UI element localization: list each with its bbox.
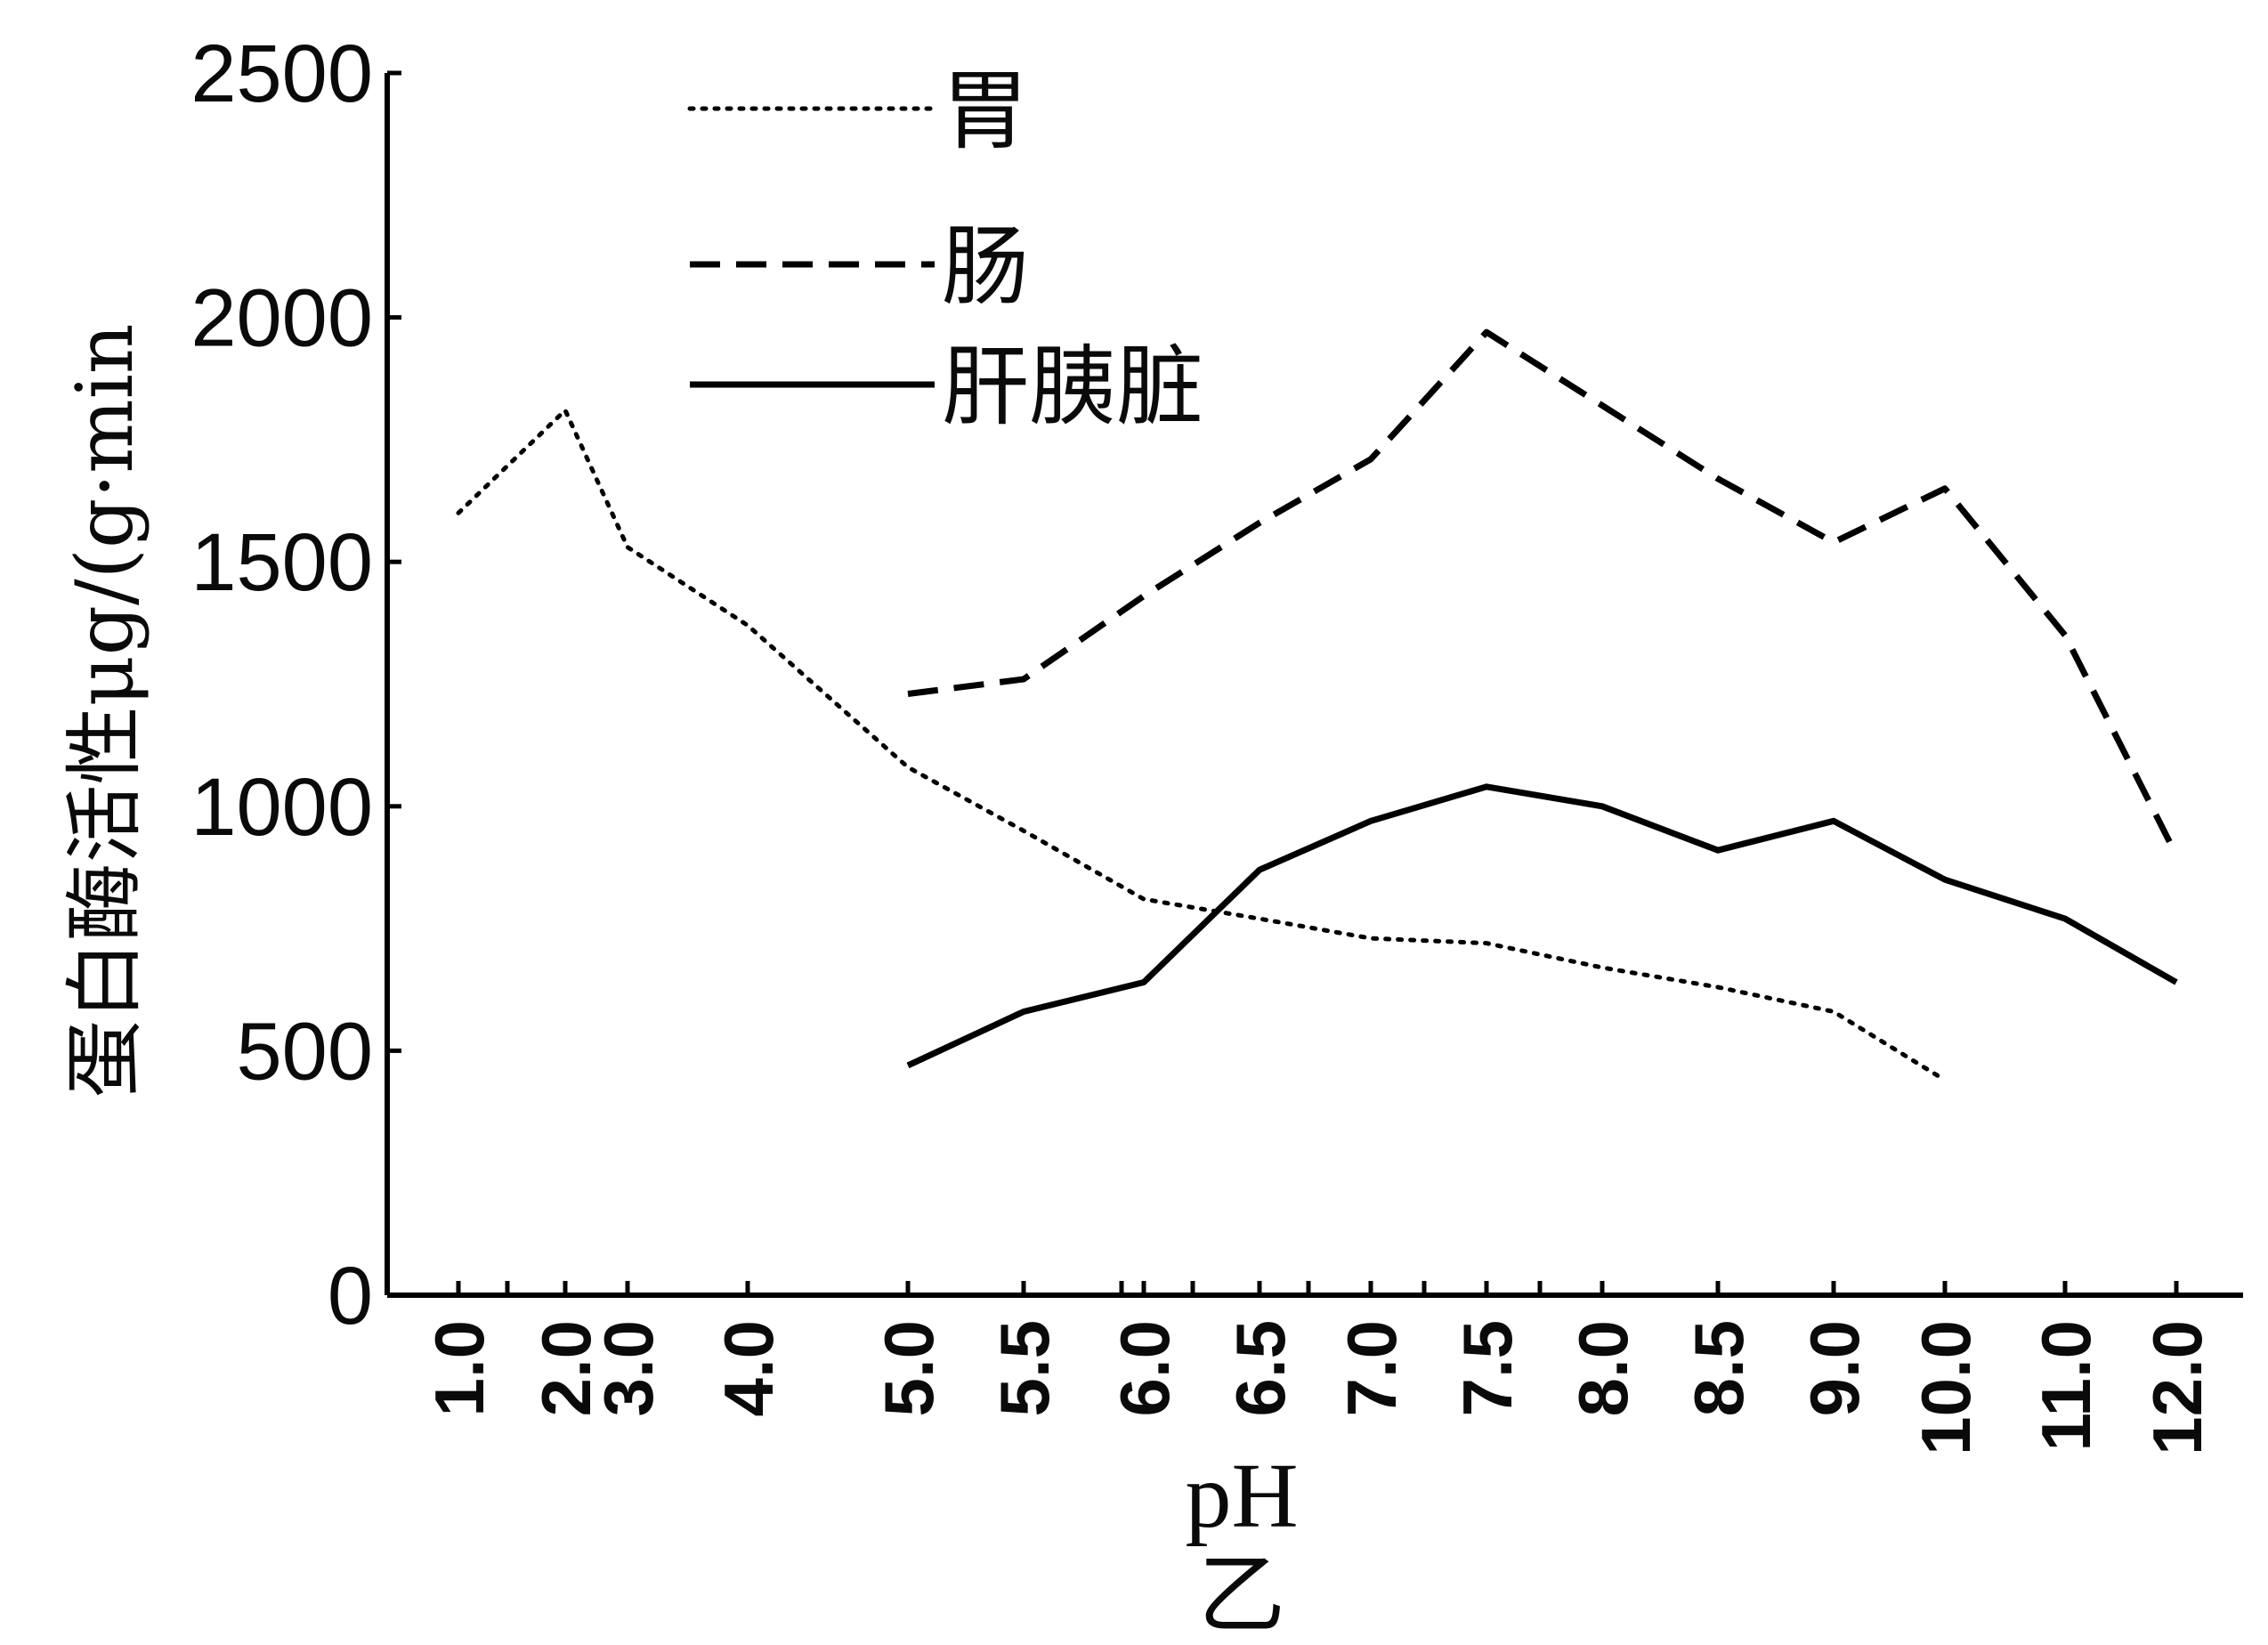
y-axis-ticks: 0 500 1000 1500 2000 2500	[190, 28, 401, 1341]
y-tick-label: 0	[328, 1251, 373, 1341]
y-tick-label: 1000	[190, 762, 373, 853]
x-tick-label: 7.5	[1448, 1320, 1527, 1416]
x-tick-label: 10.0	[1907, 1320, 1985, 1455]
x-tick-label: 9.0	[1795, 1320, 1874, 1416]
x-tick-label: 12.0	[2138, 1320, 2216, 1455]
x-tick-label: 8.5	[1680, 1320, 1758, 1416]
figure-caption: 乙	[1198, 1544, 1285, 1645]
x-tick-label: 5.5	[985, 1320, 1064, 1416]
x-tick-label: 6.5	[1221, 1320, 1300, 1416]
series-lines	[456, 328, 2180, 1082]
x-tick-label: 1.0	[420, 1320, 498, 1416]
series-line-dotted	[456, 408, 1948, 1082]
x-tick-label: 7.0	[1332, 1320, 1411, 1416]
legend-label: 肝胰脏	[942, 336, 1203, 438]
x-tick-label: 3.0	[589, 1320, 668, 1416]
x-tick-label: 6.0	[1106, 1320, 1184, 1416]
x-tick-label: 2.0	[527, 1320, 605, 1416]
series-line-dashed	[907, 328, 2180, 857]
y-tick-label: 1500	[190, 517, 373, 608]
y-tick-label: 2000	[190, 273, 373, 364]
x-tick-label: 5.0	[870, 1320, 948, 1416]
x-axis-label: pH	[1185, 1445, 1298, 1547]
y-tick-label: 500	[237, 1006, 374, 1097]
x-tick-label: 8.0	[1564, 1320, 1642, 1416]
series-line-solid	[906, 783, 2178, 1069]
x-tick-label: 11.0	[2027, 1320, 2105, 1452]
y-axis-label: 蛋白酶活性μg/(g·min	[59, 323, 150, 1098]
legend-label: 胃	[942, 61, 1029, 162]
legend-label: 肠	[942, 216, 1029, 318]
y-tick-label: 2500	[190, 28, 373, 119]
x-tick-label: 4.0	[709, 1320, 788, 1416]
x-axis-ticks: 1.0 2.03.0 4.0 5.0 5.5 6.0 6.5 7.0 7.5 8.0 8.5 9.0 1…	[420, 1281, 2216, 1455]
